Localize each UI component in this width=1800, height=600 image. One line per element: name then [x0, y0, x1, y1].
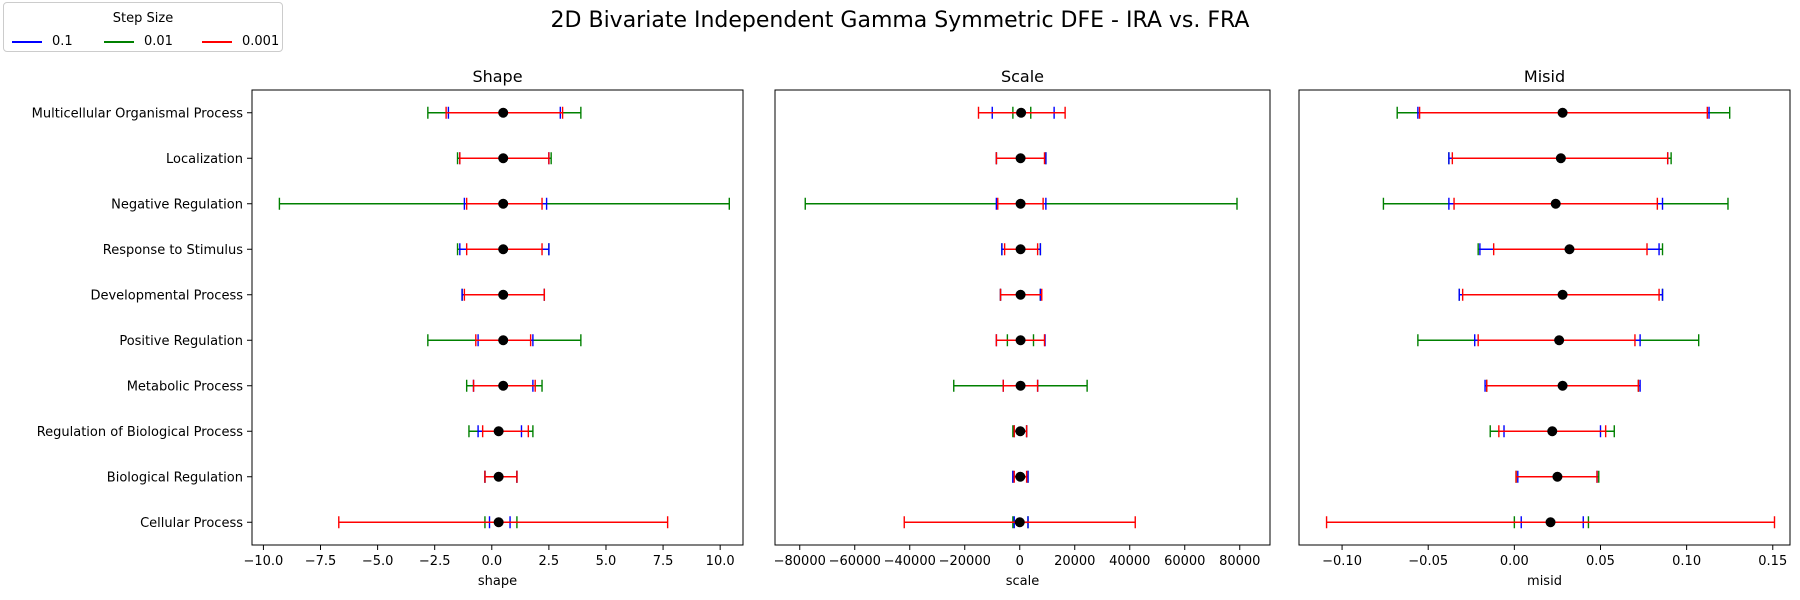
x-tick-label: 7.5 [653, 554, 674, 569]
point-estimate [1545, 517, 1556, 528]
point-estimate [498, 244, 509, 255]
legend-swatch-green [104, 40, 134, 43]
point-estimate [498, 380, 509, 391]
y-tick-label: Biological Regulation [107, 470, 243, 485]
point-estimate [1547, 426, 1558, 437]
x-tick-label: 0.05 [1586, 554, 1615, 569]
point-estimate [493, 426, 504, 437]
point-estimate [498, 198, 509, 209]
x-tick-label: 2.5 [539, 554, 560, 569]
legend-entry-0.001: 0.001 [202, 34, 279, 49]
legend: Step Size 0.1 0.01 0.001 [3, 2, 283, 52]
point-estimate [498, 107, 509, 118]
point-estimate [493, 471, 504, 482]
x-tick-label: −10.0 [243, 554, 283, 569]
point-estimate [1016, 107, 1027, 118]
x-tick-label: −7.5 [305, 554, 337, 569]
y-tick-label: Negative Regulation [111, 197, 243, 212]
legend-label: 0.01 [144, 34, 173, 49]
x-tick-label: −20000 [939, 554, 991, 569]
point-estimate [1014, 517, 1025, 528]
point-estimate [1015, 198, 1026, 209]
x-tick-label: −0.10 [1322, 554, 1362, 569]
figure-title: 2D Bivariate Independent Gamma Symmetric… [550, 8, 1250, 33]
point-estimate [1555, 153, 1566, 164]
x-tick-label: 0.10 [1672, 554, 1701, 569]
x-tick-label: 80000 [1219, 554, 1260, 569]
x-tick-label: 0.15 [1758, 554, 1787, 569]
legend-swatch-blue [12, 40, 42, 43]
x-tick-label: −60000 [829, 554, 881, 569]
y-tick-label: Cellular Process [140, 516, 243, 531]
point-estimate [498, 335, 509, 346]
panel-title: Misid [1524, 67, 1565, 86]
y-tick-label: Metabolic Process [127, 379, 244, 394]
x-tick-label: 5.0 [596, 554, 617, 569]
y-tick-label: Positive Regulation [119, 334, 243, 349]
x-axis-label: shape [478, 574, 517, 589]
y-tick-label: Response to Stimulus [103, 243, 243, 258]
point-estimate [1557, 107, 1568, 118]
y-tick-label: Developmental Process [90, 288, 243, 303]
point-estimate [1015, 426, 1026, 437]
x-tick-label: −0.05 [1408, 554, 1448, 569]
x-tick-label: −40000 [884, 554, 936, 569]
x-tick-label: 40000 [1109, 554, 1150, 569]
point-estimate [1550, 198, 1561, 209]
x-tick-label: 20000 [1054, 554, 1095, 569]
legend-entry-0.01: 0.01 [104, 34, 173, 49]
x-tick-label: 60000 [1164, 554, 1205, 569]
point-estimate [1015, 380, 1026, 391]
point-estimate [498, 289, 509, 300]
x-axis-label: misid [1527, 574, 1562, 589]
point-estimate [1015, 335, 1026, 346]
panel-title: Shape [472, 67, 522, 86]
legend-swatch-red [202, 40, 232, 43]
x-tick-label: 0.0 [481, 554, 502, 569]
x-tick-label: −5.0 [362, 554, 394, 569]
plot-frame [774, 89, 1271, 546]
point-estimate [1557, 380, 1568, 391]
legend-title: Step Size [112, 11, 174, 26]
y-tick-label: Multicellular Organismal Process [32, 106, 244, 121]
legend-label: 0.1 [52, 34, 73, 49]
x-tick-label: 10.0 [706, 554, 735, 569]
x-tick-label: −2.5 [419, 554, 451, 569]
x-tick-label: 0.00 [1500, 554, 1529, 569]
y-tick-label: Localization [166, 152, 243, 167]
plot-frame [1298, 89, 1791, 546]
point-estimate [1554, 335, 1565, 346]
x-tick-label: 0 [1016, 554, 1024, 569]
legend-entry-0.1: 0.1 [12, 34, 73, 49]
point-estimate [1015, 153, 1026, 164]
panel-title: Scale [1001, 67, 1044, 86]
legend-label: 0.001 [242, 34, 280, 49]
point-estimate [1552, 471, 1563, 482]
point-estimate [1557, 289, 1568, 300]
y-tick-label: Regulation of Biological Process [37, 425, 244, 440]
point-estimate [1015, 289, 1026, 300]
point-estimate [493, 517, 504, 528]
point-estimate [1015, 244, 1026, 255]
point-estimate [498, 153, 509, 164]
plot-frame [251, 89, 744, 546]
x-tick-label: −80000 [774, 554, 826, 569]
point-estimate [1015, 471, 1026, 482]
point-estimate [1564, 244, 1575, 255]
x-axis-label: scale [1006, 574, 1040, 589]
